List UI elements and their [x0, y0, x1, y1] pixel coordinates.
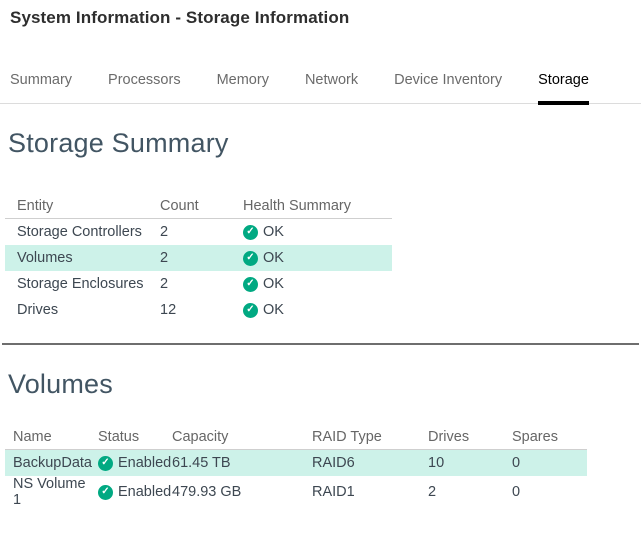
section-divider [2, 343, 639, 345]
tab-bar: Summary Processors Memory Network Device… [0, 72, 641, 105]
health-label: OK [263, 224, 284, 240]
health-label: OK [263, 250, 284, 266]
entity-cell: Storage Controllers [17, 224, 142, 240]
column-header-name: Name [13, 428, 52, 445]
capacity-cell: 479.93 GB [172, 484, 242, 500]
health-cell: ✓ OK [231, 302, 392, 318]
tab-summary[interactable]: Summary [10, 72, 73, 88]
column-header-entity: Entity [17, 197, 54, 214]
tab-storage[interactable]: Storage [538, 72, 589, 105]
raid-type-cell: RAID6 [312, 455, 355, 471]
entity-cell: Volumes [17, 250, 73, 266]
column-header-count: Count [160, 197, 199, 214]
status-cell: ✓ Enabled [90, 455, 171, 471]
health-label: OK [263, 302, 284, 318]
tab-network[interactable]: Network [304, 72, 359, 88]
storage-summary-table: Entity Count Health Summary Storage Cont… [5, 193, 392, 323]
spares-cell: 0 [512, 455, 521, 471]
table-row-storage-enclosures[interactable]: Storage Enclosures 2 ✓ OK [5, 271, 392, 297]
name-cell: BackupData [13, 455, 92, 471]
column-header-health-summary: Health Summary [243, 197, 351, 214]
storage-summary-heading: Storage Summary [8, 128, 229, 158]
health-cell: ✓ OK [231, 250, 392, 266]
column-header-spares: Spares [512, 428, 558, 445]
column-header-status: Status [98, 428, 140, 445]
check-circle-icon: ✓ [98, 455, 113, 471]
check-circle-icon: ✓ [243, 302, 258, 318]
table-row-ns-volume-1[interactable]: NS Volume 1 ✓ Enabled 479.93 GB RAID1 2 … [5, 476, 587, 508]
column-header-drives: Drives [428, 428, 470, 445]
table-row-backupdata[interactable]: BackupData ✓ Enabled 61.45 TB RAID6 10 0 [5, 450, 587, 476]
entity-cell: Storage Enclosures [17, 276, 144, 292]
raid-type-cell: RAID1 [312, 484, 355, 500]
table-row-volumes[interactable]: Volumes 2 ✓ OK [5, 245, 392, 271]
spares-cell: 0 [512, 484, 521, 500]
check-circle-icon: ✓ [243, 250, 258, 266]
name-cell: NS Volume 1 [13, 476, 86, 508]
health-label: OK [263, 276, 284, 292]
count-cell: 2 [160, 276, 169, 292]
check-circle-icon: ✓ [243, 276, 258, 292]
page-title: System Information - Storage Information [10, 8, 350, 27]
entity-cell: Drives [17, 302, 59, 318]
table-row-storage-controllers[interactable]: Storage Controllers 2 ✓ OK [5, 219, 392, 245]
tab-memory[interactable]: Memory [216, 72, 269, 88]
drives-cell: 10 [428, 455, 445, 471]
health-cell: ✓ OK [231, 276, 392, 292]
column-header-capacity: Capacity [172, 428, 229, 445]
count-cell: 2 [160, 224, 169, 240]
storage-summary-header-row: Entity Count Health Summary [5, 193, 392, 219]
capacity-cell: 61.45 TB [172, 455, 231, 471]
volumes-header-row: Name Status Capacity RAID Type Drives Sp… [5, 424, 587, 450]
volumes-table: Name Status Capacity RAID Type Drives Sp… [5, 424, 587, 508]
status-label: Enabled [118, 455, 172, 471]
tab-processors[interactable]: Processors [108, 72, 181, 88]
column-header-raid-type: RAID Type [312, 428, 382, 445]
drives-cell: 2 [428, 484, 437, 500]
status-cell: ✓ Enabled [90, 484, 171, 500]
status-label: Enabled [118, 484, 172, 500]
table-row-drives[interactable]: Drives 12 ✓ OK [5, 297, 392, 323]
volumes-heading: Volumes [8, 369, 113, 399]
count-cell: 2 [160, 250, 169, 266]
count-cell: 12 [160, 302, 177, 318]
health-cell: ✓ OK [231, 224, 392, 240]
check-circle-icon: ✓ [98, 484, 113, 500]
check-circle-icon: ✓ [243, 224, 258, 240]
tab-device-inventory[interactable]: Device Inventory [394, 72, 503, 88]
